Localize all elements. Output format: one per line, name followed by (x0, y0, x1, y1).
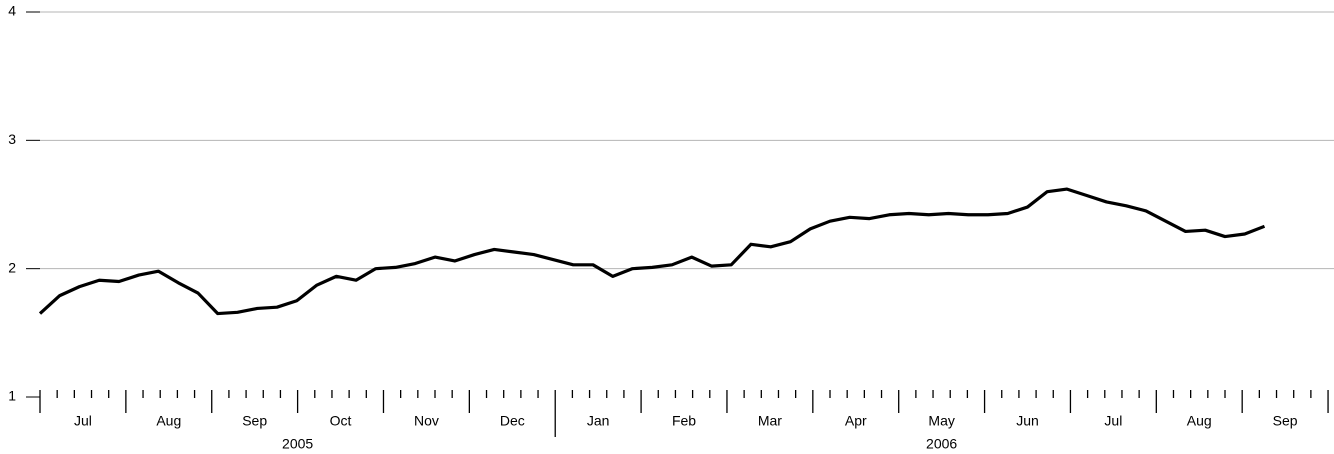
y-tick-label: 2 (8, 259, 16, 275)
month-label: Aug (1187, 413, 1212, 429)
month-label: Jun (1016, 413, 1039, 429)
month-label: Dec (500, 413, 525, 429)
y-tick-label: 3 (8, 131, 16, 147)
month-label: Aug (156, 413, 181, 429)
month-label: Sep (1273, 413, 1298, 429)
month-label: Mar (758, 413, 782, 429)
month-label: Jul (74, 413, 92, 429)
month-label: Oct (330, 413, 352, 429)
y-tick-label: 1 (8, 388, 16, 404)
month-label: Sep (242, 413, 267, 429)
y-tick-label: 4 (8, 3, 16, 19)
year-label: 2006 (926, 436, 957, 452)
month-label: Nov (414, 413, 439, 429)
month-label: Apr (845, 413, 867, 429)
month-label: May (928, 413, 954, 429)
month-label: Jul (1104, 413, 1122, 429)
month-label: Jan (587, 413, 610, 429)
year-label: 2005 (282, 436, 313, 452)
line (38, 187, 1266, 316)
month-label: Feb (672, 413, 696, 429)
